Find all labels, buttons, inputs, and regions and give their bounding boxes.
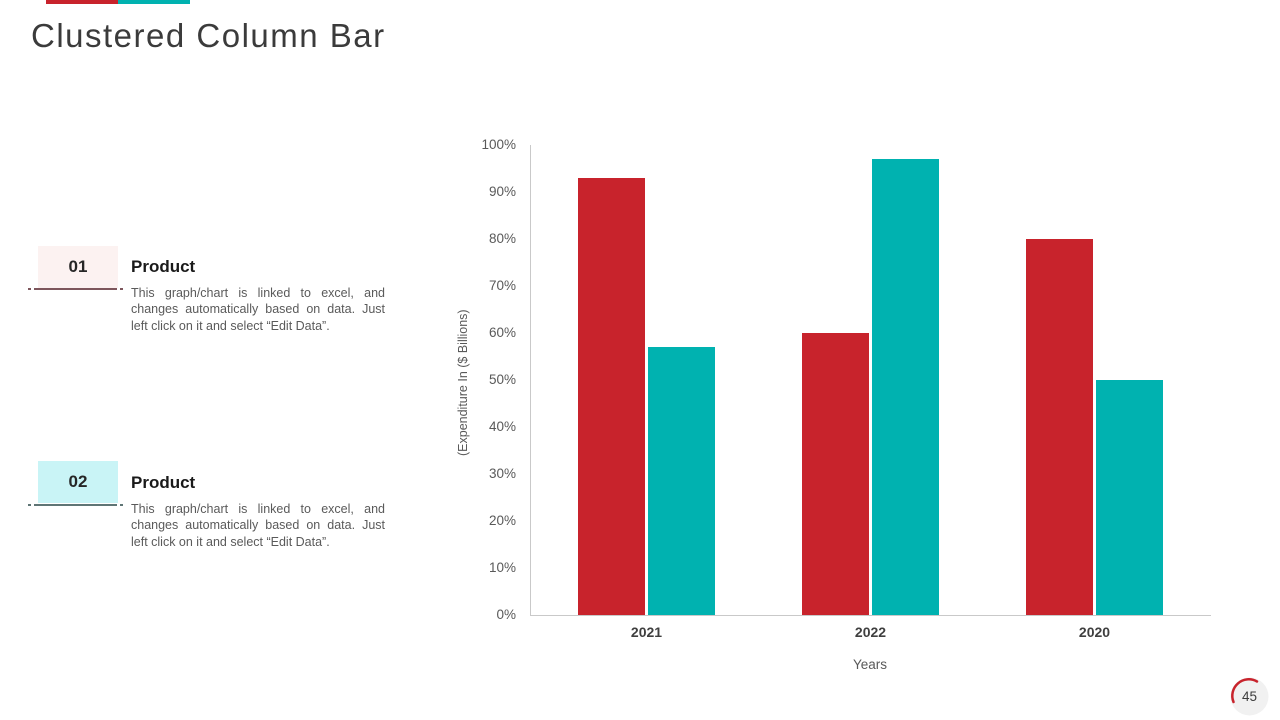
- x-tick-label: 2022: [854, 624, 887, 640]
- divider-dot: [120, 288, 123, 290]
- accent-bar-red: [46, 0, 118, 4]
- bar-2022-series-2: [872, 159, 939, 615]
- divider-dot: [28, 504, 31, 506]
- bar-2020-series-2: [1096, 380, 1163, 615]
- item-02-number: 02: [68, 472, 88, 491]
- divider-dot: [28, 288, 31, 290]
- y-tick-label: 80%: [488, 231, 516, 246]
- y-tick-label: 10%: [488, 560, 516, 575]
- item-02-number-box: 02: [38, 461, 118, 503]
- bar-2022-series-1: [802, 333, 869, 615]
- y-tick-label: 60%: [488, 325, 516, 340]
- item-02-description: This graph/chart is linked to excel, and…: [131, 502, 385, 549]
- chart-area[interactable]: 2021 2022 2020: [530, 145, 1211, 640]
- bar-2021-series-2: [648, 347, 715, 615]
- y-tick-label: 70%: [488, 278, 516, 293]
- slide-title: Clustered Column Bar: [31, 17, 386, 54]
- page-number-badge: 45: [1230, 677, 1269, 716]
- divider-rule: [34, 288, 117, 290]
- bar-2020-series-1: [1026, 239, 1093, 615]
- y-tick-label: 100%: [481, 137, 516, 152]
- badge-graphic: [1230, 677, 1269, 716]
- y-tick-label: 0%: [496, 607, 516, 622]
- item-01-number: 01: [68, 257, 88, 276]
- y-tick-label: 30%: [488, 466, 516, 481]
- item-01-description: This graph/chart is linked to excel, and…: [131, 286, 385, 333]
- y-tick-label: 40%: [488, 419, 516, 434]
- x-tick-label: 2020: [1078, 624, 1111, 640]
- y-axis-tick-labels: 0% 10% 20% 30% 40% 50% 60% 70% 80% 90% 100%: [438, 137, 516, 622]
- x-axis-title: Years: [852, 657, 888, 672]
- y-tick-label: 50%: [488, 372, 516, 387]
- bar-2021-series-1: [578, 177, 645, 615]
- x-tick-label: 2021: [630, 624, 663, 640]
- divider-rule: [34, 504, 117, 506]
- item-01-heading: Product: [131, 257, 196, 276]
- item-02-heading: Product: [131, 473, 196, 492]
- badge-arc-icon: [1231, 678, 1259, 704]
- page-number: 45: [1241, 689, 1258, 704]
- item-02-divider-line: [28, 504, 123, 506]
- item-01-divider-line: [28, 288, 123, 290]
- y-tick-label: 20%: [488, 513, 516, 528]
- divider-dot: [120, 504, 123, 506]
- item-01-number-box: 01: [38, 246, 118, 288]
- accent-bar-teal: [118, 0, 190, 4]
- y-tick-label: 90%: [488, 184, 516, 199]
